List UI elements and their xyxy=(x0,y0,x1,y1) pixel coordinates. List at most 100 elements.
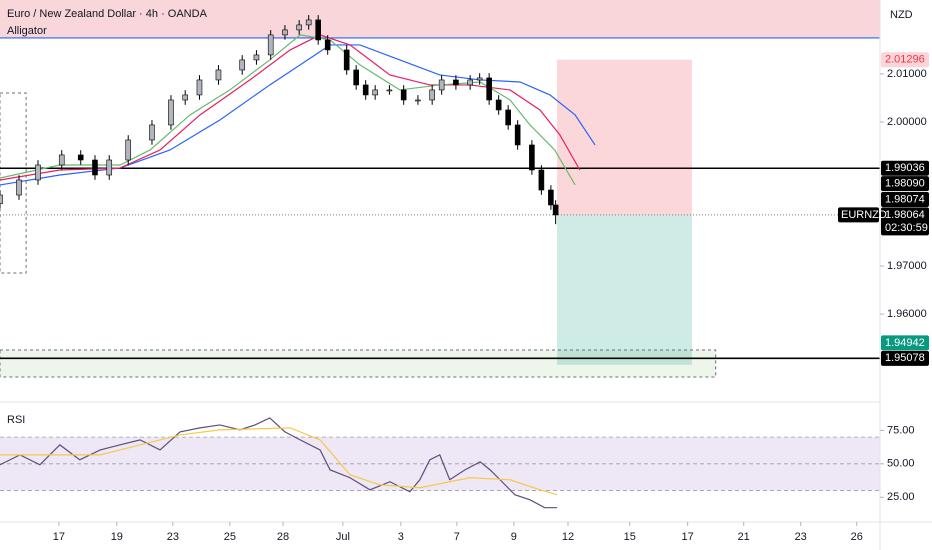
chart-title: Euro / New Zealand Dollar · 4h · OANDA xyxy=(7,8,208,20)
price-tag-label: 1.99036 xyxy=(885,162,925,174)
target-zone xyxy=(557,214,692,365)
candle-body xyxy=(476,77,483,81)
candle-body xyxy=(362,84,369,96)
symbol-tag: EURNZD xyxy=(841,209,887,221)
candle-body xyxy=(548,189,554,206)
x-tick-label: 17 xyxy=(682,531,694,543)
countdown: 02:30:59 xyxy=(885,222,928,234)
price-tag-box xyxy=(881,207,929,236)
candle-body xyxy=(58,154,65,166)
candle-body xyxy=(239,59,246,71)
price-tag-label: 1.95078 xyxy=(885,352,925,364)
price-tag-label: 1.98074 xyxy=(885,193,925,205)
indicator-line xyxy=(0,427,558,496)
candle-body xyxy=(400,89,407,101)
candle-body xyxy=(343,49,350,71)
price-tag-box xyxy=(881,335,929,351)
candle-body xyxy=(486,77,492,101)
price-tag: 1.98074 xyxy=(881,191,929,207)
y-tick-label: 25.00 xyxy=(887,491,915,503)
zone xyxy=(0,349,717,378)
x-tick-label: 25 xyxy=(224,531,236,543)
price-tag: 1.94942 xyxy=(881,335,929,351)
candle-body xyxy=(35,164,41,181)
candle-body xyxy=(196,79,203,96)
candle-body xyxy=(282,29,288,36)
price-tag-label: 2.01296 xyxy=(885,54,925,66)
candle-body xyxy=(182,94,189,101)
y-tick-label: 1.96000 xyxy=(887,308,927,320)
price-tag: 2.01296 xyxy=(881,52,929,68)
indicator-line xyxy=(0,417,558,509)
candle-body xyxy=(538,169,545,191)
price-tag-box xyxy=(881,160,929,176)
indicator-line xyxy=(0,44,596,186)
x-tick-label: 9 xyxy=(511,531,517,543)
zone xyxy=(0,92,27,274)
candle-body xyxy=(106,159,113,176)
price-tag-label: 1.98064 xyxy=(885,209,925,221)
candle-body xyxy=(386,89,393,92)
stop-zone xyxy=(557,59,692,215)
x-tick-label: 19 xyxy=(111,531,123,543)
x-tick-label: 3 xyxy=(398,531,404,543)
x-tick-label: Jul xyxy=(336,531,350,543)
candle-body xyxy=(353,69,359,86)
candle-body xyxy=(215,69,222,81)
y-tick-label: 75.00 xyxy=(887,424,915,436)
price-tag: 1.98090 xyxy=(881,176,929,192)
candle-body xyxy=(324,39,331,51)
y-tick-label: 2.00000 xyxy=(887,116,927,128)
candle-body xyxy=(149,124,155,141)
candle-body xyxy=(253,54,260,61)
candle-body xyxy=(125,139,132,161)
zone xyxy=(0,0,880,38)
candle-body xyxy=(372,89,378,96)
y-tick-label: 2.01000 xyxy=(887,68,927,80)
candle-body xyxy=(495,99,502,111)
candle-body xyxy=(529,144,535,171)
candle-body xyxy=(305,19,312,26)
candle-body xyxy=(453,79,459,86)
candle-body xyxy=(0,194,3,204)
y-tick-label: 50.00 xyxy=(887,458,915,470)
candle-body xyxy=(16,179,22,196)
rsi-band xyxy=(0,437,880,491)
candle-body xyxy=(296,24,302,31)
rsi-title: RSI xyxy=(7,414,25,426)
x-tick-label: 17 xyxy=(53,531,65,543)
x-tick-label: 15 xyxy=(624,531,636,543)
currency: NZD xyxy=(890,9,913,21)
symbol-tag-box xyxy=(838,207,879,223)
candle-body xyxy=(505,109,511,126)
x-tick-label: 23 xyxy=(795,531,807,543)
price-tag: 1.95078 xyxy=(881,350,929,366)
y-tick-label: 1.97000 xyxy=(887,260,927,272)
x-tick-label: 21 xyxy=(738,531,750,543)
x-tick-label: 12 xyxy=(562,531,574,543)
price-tag-box xyxy=(881,191,929,207)
price-tag-box xyxy=(881,176,929,192)
candle-body xyxy=(92,159,98,176)
indicator-line xyxy=(0,34,581,181)
candle-body xyxy=(315,19,321,41)
x-tick-label: 28 xyxy=(277,531,289,543)
plot-area xyxy=(0,0,880,509)
price-tag: 1.99036 xyxy=(881,160,929,176)
candle-body xyxy=(77,154,84,161)
price-tag-label: 1.94942 xyxy=(885,337,925,349)
candle-body xyxy=(168,99,174,126)
candle-body xyxy=(514,124,521,146)
candle-body xyxy=(415,99,421,102)
candle-body xyxy=(467,79,473,86)
price-tag-label: 1.98090 xyxy=(885,178,925,190)
x-tick-label: 26 xyxy=(851,531,863,543)
candle-body xyxy=(429,89,435,101)
x-tick-label: 7 xyxy=(454,531,460,543)
candle-body xyxy=(552,204,559,216)
price-tag-box xyxy=(881,52,929,68)
indicator-name: Alligator xyxy=(7,25,47,37)
price-tag-box xyxy=(881,350,929,366)
